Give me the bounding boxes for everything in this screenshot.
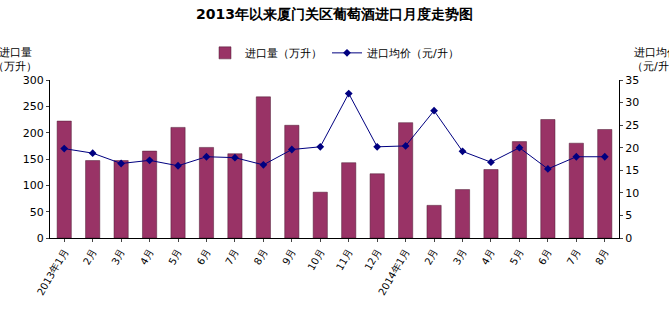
svg-text:20: 20 [625, 142, 639, 155]
svg-text:进口均价（元/升）: 进口均价（元/升） [367, 47, 459, 60]
svg-text:250: 250 [23, 100, 44, 113]
svg-text:10: 10 [625, 187, 639, 200]
svg-text:7月: 7月 [565, 247, 583, 267]
svg-text:2013年以来厦门关区葡萄酒进口月度走势图: 2013年以来厦门关区葡萄酒进口月度走势图 [196, 6, 473, 22]
svg-text:200: 200 [23, 127, 44, 140]
svg-text:2月: 2月 [422, 247, 440, 267]
svg-text:9月: 9月 [280, 247, 298, 267]
svg-text:5月: 5月 [508, 247, 526, 267]
svg-text:100: 100 [23, 179, 44, 192]
svg-text:进口量（万升）: 进口量（万升） [245, 47, 322, 60]
svg-text:7月: 7月 [223, 247, 241, 267]
svg-text:8月: 8月 [252, 247, 270, 267]
svg-text:4月: 4月 [479, 247, 497, 267]
svg-text:0: 0 [37, 232, 44, 245]
svg-text:2013年1月: 2013年1月 [35, 247, 70, 297]
svg-text:3月: 3月 [451, 247, 469, 267]
svg-text:3月: 3月 [109, 247, 127, 267]
svg-text:6月: 6月 [536, 247, 554, 267]
svg-text:50: 50 [30, 206, 44, 219]
svg-text:2014年1月: 2014年1月 [376, 247, 411, 297]
svg-text:12月: 12月 [362, 247, 383, 272]
svg-text:进口量（万升）: 进口量（万升） [0, 46, 37, 73]
svg-text:2月: 2月 [81, 247, 99, 267]
svg-text:11月: 11月 [334, 247, 355, 272]
svg-text:4月: 4月 [138, 247, 156, 267]
svg-text:300: 300 [23, 74, 44, 87]
svg-text:5: 5 [625, 209, 632, 222]
svg-text:5月: 5月 [166, 247, 184, 267]
svg-text:0: 0 [625, 232, 632, 245]
svg-text:15: 15 [625, 164, 639, 177]
svg-text:150: 150 [23, 153, 44, 166]
svg-text:8月: 8月 [593, 247, 611, 267]
svg-text:6月: 6月 [195, 247, 213, 267]
svg-text:35: 35 [625, 74, 639, 87]
svg-text:10月: 10月 [305, 247, 326, 272]
svg-text:25: 25 [625, 119, 639, 132]
svg-text:30: 30 [625, 96, 639, 109]
svg-text:进口均价（元/升）: 进口均价（元/升） [632, 46, 669, 73]
